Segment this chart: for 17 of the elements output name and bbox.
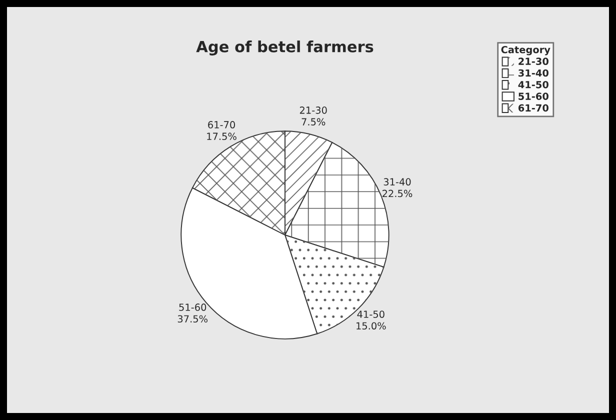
legend-label: 61-70: [518, 104, 548, 112]
slice-label: 51-60: [179, 304, 206, 311]
slice-label: 61-70: [208, 121, 235, 128]
chart-title: Age of betel farmers: [196, 40, 374, 56]
data-label: 7.5%: [302, 118, 326, 126]
slice-label: 21-30: [300, 106, 327, 114]
legend-label: 31-40: [518, 69, 548, 77]
data-label: 22.5%: [382, 190, 412, 198]
legend-label: 51-60: [518, 92, 548, 100]
legend-label: 41-50: [518, 80, 548, 88]
legend-title: Category: [501, 46, 550, 56]
slice-label: 31-40: [384, 178, 411, 186]
data-label: 17.5%: [207, 132, 236, 140]
legend-label: 21-30: [518, 58, 548, 66]
slice-label: 41-50: [357, 310, 384, 318]
data-label: 37.5%: [178, 315, 208, 323]
data-label: 15.0%: [356, 322, 386, 330]
